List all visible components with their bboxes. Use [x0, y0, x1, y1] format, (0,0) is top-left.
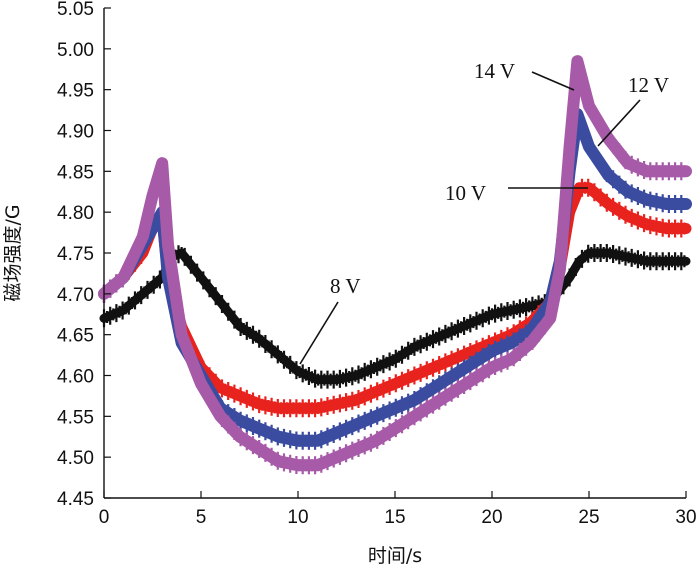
y-tick-label: 4.50: [57, 448, 94, 469]
y-tick-label: 4.85: [57, 162, 94, 183]
x-tick-label: 25: [578, 507, 599, 528]
y-tick-label: 4.45: [57, 489, 94, 510]
y-axis-title: 磁场强度/G: [2, 204, 24, 301]
series-label-8v: 8 V: [330, 274, 361, 298]
y-tick-label: 4.60: [57, 367, 94, 388]
y-tick-label: 5.00: [57, 40, 94, 61]
x-tick-label: 10: [287, 507, 308, 528]
series-label-10v: 10 V: [445, 181, 486, 205]
series-label-12v: 12 V: [628, 73, 669, 97]
series-12v: [98, 108, 692, 450]
label-layer: 时间/s 磁场强度/G 8 V 10 V 12 V 14 V: [2, 59, 669, 567]
y-tick-label: 4.90: [57, 122, 94, 143]
y-tick-label: 4.65: [57, 326, 94, 347]
x-tick-label: 20: [481, 507, 502, 528]
y-tick-label: 4.70: [57, 285, 94, 306]
y-tick-label: 4.55: [57, 407, 94, 428]
leader-line-14v: [531, 71, 575, 91]
leader-line-12v: [597, 99, 641, 147]
x-tick-label: 0: [99, 507, 110, 528]
x-tick-label: 5: [196, 507, 207, 528]
x-tick-label: 30: [675, 507, 696, 528]
axis-layer: 0 5 10 15 20 25 30 4.45 4.50 4.55 4.60 4.65 4.70 4.75…: [57, 0, 697, 528]
series-label-14v: 14 V: [474, 59, 515, 83]
y-tick-label: 4.75: [57, 244, 94, 265]
leader-line-8v: [299, 301, 339, 365]
y-tick-label: 4.80: [57, 203, 94, 224]
y-tick-label: 5.05: [57, 0, 94, 20]
series-layer: [98, 55, 692, 475]
x-axis-title: 时间/s: [368, 545, 422, 567]
series-10v: [98, 178, 692, 418]
series-noise-12v: [102, 112, 686, 450]
y-tick-label: 4.95: [57, 81, 94, 102]
x-tick-label: 15: [384, 507, 405, 528]
